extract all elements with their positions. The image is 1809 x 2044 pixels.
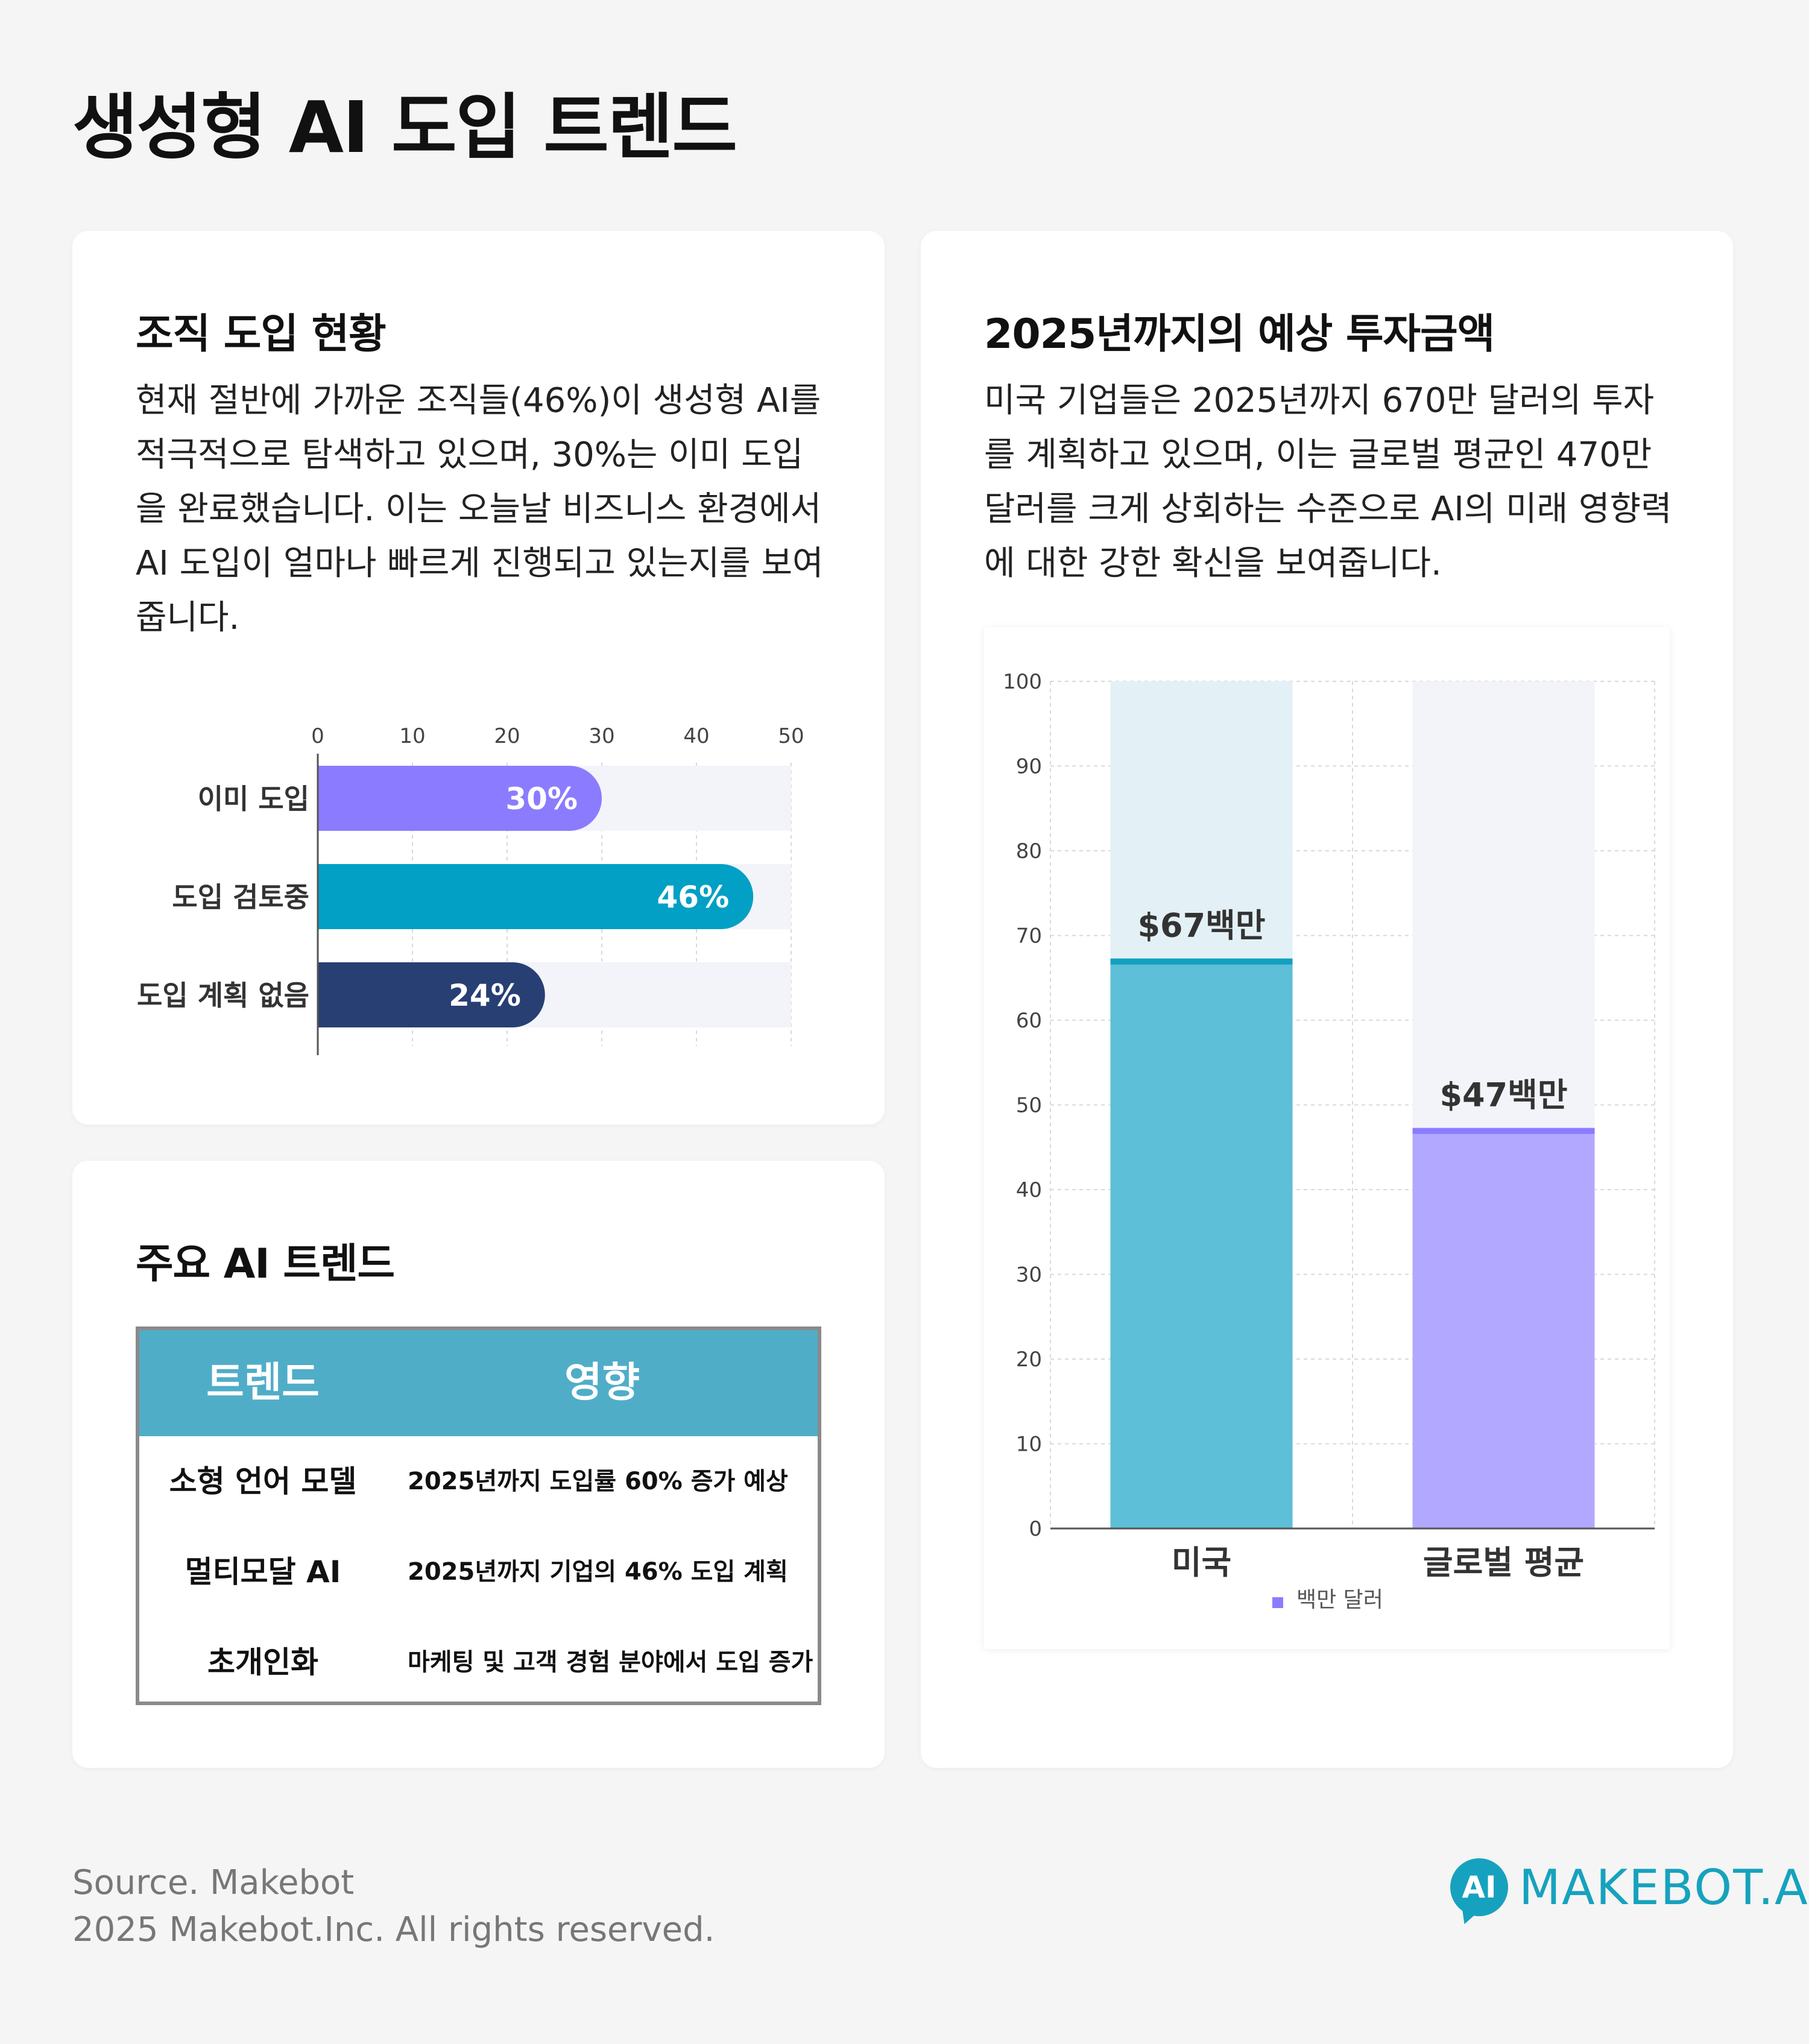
x-tick-label: 40: [683, 724, 709, 748]
row-trend: 소형 언어 모델: [169, 1464, 357, 1499]
y-tick-label: 60: [1016, 1009, 1042, 1033]
desc-line: 을 완료했습니다. 이는 오늘날 비즈니스 환경에서: [136, 490, 822, 529]
y-tick-label: 20: [1016, 1348, 1042, 1372]
bar-value-label: $67백만: [1137, 907, 1265, 945]
desc-line: 에 대한 강한 확신을 보여줍니다.: [984, 544, 1442, 583]
header-trend: 트렌드: [206, 1359, 320, 1407]
desc-line: 미국 기업들은 2025년까지 670만 달러의 투자: [984, 381, 1655, 420]
y-tick-label: 0: [1029, 1517, 1042, 1541]
footer-source: Source. Makebot: [72, 1863, 355, 1902]
x-tick-label: 20: [494, 724, 520, 748]
footer-copyright: 2025 Makebot.Inc. All rights reserved.: [72, 1910, 715, 1949]
y-tick-label: 90: [1016, 755, 1042, 779]
row-impact: 2025년까지 도입률 60% 증가 예상: [408, 1468, 788, 1495]
y-tick-label: 80: [1016, 839, 1042, 863]
desc-line: 줍니다.: [136, 598, 240, 637]
bar-value-label: 30%: [505, 781, 578, 816]
investment-desc: 미국 기업들은 2025년까지 670만 달러의 투자 를 계획하고 있으며, …: [984, 374, 1708, 591]
row-impact: 2025년까지 기업의 46% 도입 계획: [408, 1558, 788, 1586]
desc-line: 를 계획하고 있으며, 이는 글로벌 평균인 470만: [984, 435, 1652, 475]
legend-label: 백만 달러: [1296, 1588, 1383, 1612]
x-tick-label: 0: [311, 724, 324, 748]
category-label: 글로벌 평균: [1423, 1544, 1584, 1582]
category-label: 도입 검토중: [172, 881, 309, 913]
bar-value-label: 46%: [657, 880, 730, 915]
desc-line: 적극적으로 탐색하고 있으며, 30%는 이미 도입: [136, 435, 804, 475]
desc-line: AI 도입이 얼마나 빠르게 진행되고 있는지를 보여: [136, 544, 824, 583]
bar: [1110, 960, 1293, 1528]
x-tick-label: 30: [589, 724, 614, 748]
desc-line: 현재 절반에 가까운 조직들(46%)이 생성형 AI를: [136, 381, 821, 420]
y-tick-label: 100: [1003, 670, 1042, 694]
category-label: 미국: [1172, 1544, 1231, 1582]
table-row: 초개인화 마케팅 및 고객 경험 분야에서 도입 증가: [139, 1617, 818, 1708]
org-adoption-title: 조직 도입 현황: [136, 311, 387, 358]
table-header-row: 트렌드 영향: [139, 1330, 818, 1436]
trends-table: 트렌드 영향 소형 언어 모델 2025년까지 도입률 60% 증가 예상 멀티…: [136, 1326, 821, 1705]
table-row: 멀티모달 AI 2025년까지 기업의 46% 도입 계획: [139, 1527, 818, 1617]
x-tick-label: 10: [399, 724, 425, 748]
adoption-bar-chart: 0 10 20 30 40 50 30% 이미 도입 46% 도입 검토중 24% 도입 계획 없음: [137, 724, 804, 1055]
page-title: 생성형 AI 도입 트렌드: [72, 86, 737, 169]
org-adoption-desc: 현재 절반에 가까운 조직들(46%)이 생성형 AI를 적극적으로 탐색하고 …: [136, 374, 859, 645]
investment-title: 2025년까지의 예상 투자금액: [984, 311, 1495, 358]
bar: [318, 766, 602, 831]
row-impact: 마케팅 및 고객 경험 분야에서 도입 증가: [408, 1648, 813, 1676]
makebot-logo: AI MAKEBOT.AI: [1450, 1858, 1809, 1916]
logo-mark-icon: AI: [1450, 1858, 1508, 1916]
y-tick-label: 30: [1016, 1263, 1042, 1287]
trends-title: 주요 AI 트렌드: [136, 1240, 395, 1288]
bar-value-label: 24%: [449, 978, 521, 1013]
x-tick-label: 50: [778, 724, 804, 748]
header-impact: 영향: [564, 1359, 640, 1407]
row-trend: 멀티모달 AI: [185, 1554, 341, 1589]
bar-cap: [1412, 1128, 1595, 1134]
category-label: 도입 계획 없음: [137, 979, 309, 1012]
category-label: 이미 도입: [198, 783, 309, 815]
row-trend: 초개인화: [207, 1645, 318, 1680]
y-tick-label: 10: [1016, 1433, 1042, 1457]
y-tick-label: 70: [1016, 924, 1042, 948]
y-tick-label: 50: [1016, 1094, 1042, 1118]
logo-text: MAKEBOT.AI: [1519, 1859, 1809, 1916]
bar: [1412, 1130, 1595, 1528]
bar: [318, 962, 545, 1027]
legend-swatch: [1272, 1597, 1283, 1608]
bar: [318, 864, 754, 929]
desc-line: 달러를 크게 상회하는 수준으로 AI의 미래 영향력: [984, 490, 1672, 529]
y-tick-label: 40: [1016, 1178, 1042, 1202]
bar-cap: [1110, 958, 1293, 965]
table-row: 소형 언어 모델 2025년까지 도입률 60% 증가 예상: [139, 1436, 818, 1527]
bar-value-label: $47백만: [1439, 1076, 1567, 1114]
